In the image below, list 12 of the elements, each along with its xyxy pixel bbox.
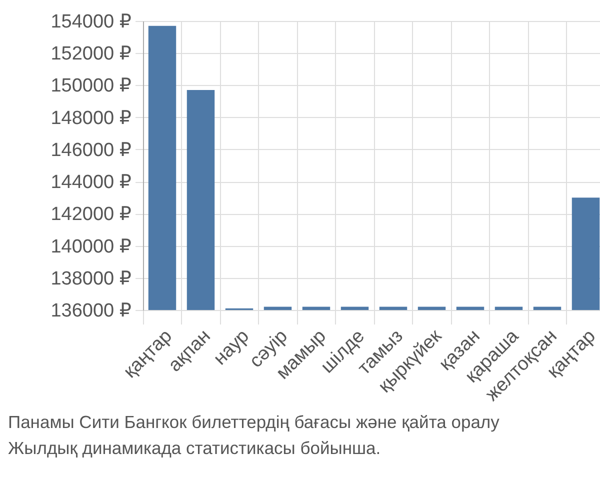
y-tick-label: 144000 ₽ — [50, 172, 132, 194]
y-tick-label: 154000 ₽ — [50, 12, 132, 32]
y-tick-label: 136000 ₽ — [50, 300, 132, 322]
y-tick-label: 138000 ₽ — [50, 268, 132, 290]
y-tick-label: 142000 ₽ — [50, 204, 132, 226]
y-tick-label: 140000 ₽ — [50, 236, 132, 258]
text: Жылдық динамикада статистикасы бойынша. — [8, 438, 381, 458]
text: Панамы Сити Бангкок билеттердің бағасы және қайта оралу — [8, 412, 500, 432]
y-tick-label: 146000 ₽ — [50, 140, 132, 161]
y-tick-label: 150000 ₽ — [50, 76, 132, 97]
y-tick-label: 152000 ₽ — [50, 44, 132, 65]
y-tick-label: 148000 ₽ — [50, 108, 132, 129]
